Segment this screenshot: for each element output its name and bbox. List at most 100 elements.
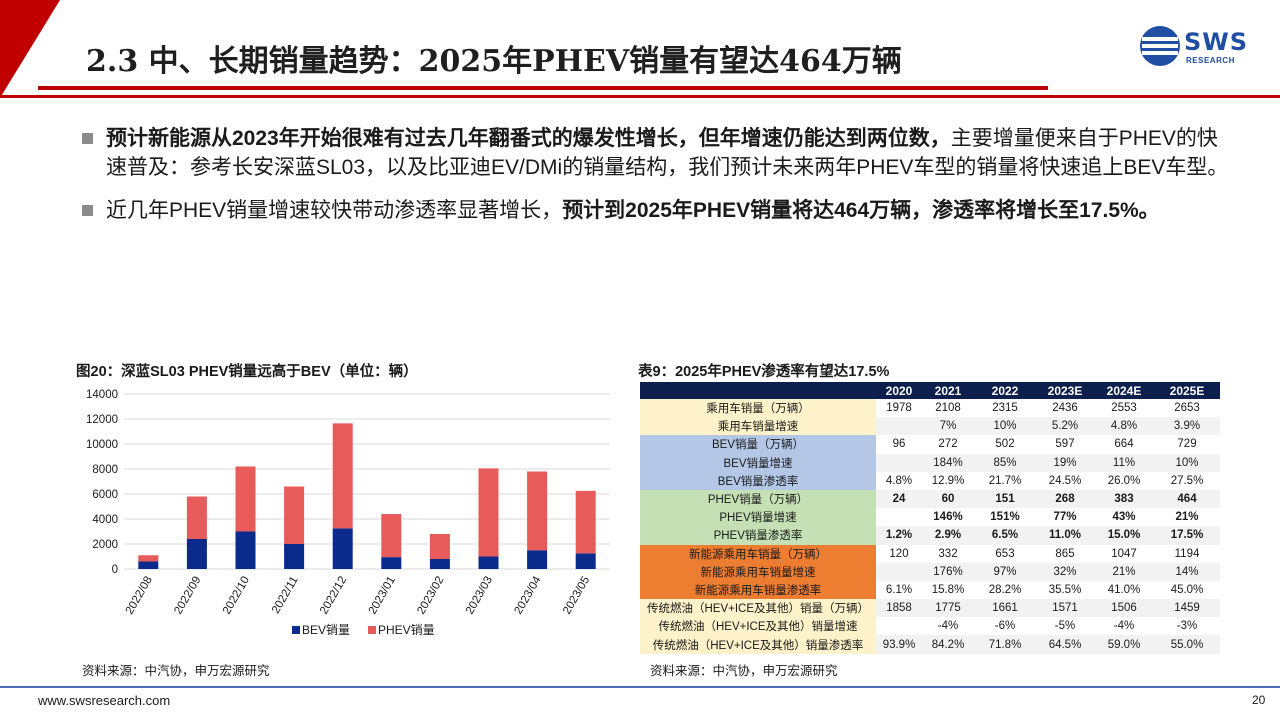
row-label: 传统燃油（HEV+ICE及其他）销量渗透率 — [640, 635, 876, 654]
bar-phev — [284, 486, 305, 544]
legend-swatch — [368, 626, 376, 634]
table-cell: 96 — [892, 438, 906, 451]
table-cell: -3% — [1176, 620, 1198, 633]
row-label: 新能源乘用车销量渗透率 — [640, 580, 876, 600]
header-cell-label — [640, 382, 876, 399]
bar-bev — [381, 557, 402, 569]
table-row: 乘用车销量（万辆） 1978 2108 2315 2436 2553 2653 — [640, 399, 1220, 418]
table-cell: 464 — [1154, 489, 1220, 509]
page-number: 20 — [1252, 693, 1266, 707]
x-tick-label: 2022/08 — [124, 575, 155, 617]
table-cell — [876, 562, 922, 581]
row-label: PHEV销量（万辆） — [640, 489, 876, 509]
table-cell: 865 — [1055, 547, 1075, 560]
table-cell: 1775 — [922, 599, 974, 618]
table-cell: 26.0% — [1107, 474, 1141, 487]
table-cell: 4.8% — [1094, 417, 1154, 436]
table-cell: -6% — [994, 620, 1016, 633]
sws-logo: SWS RESEARCH — [1138, 24, 1258, 72]
x-tick-label: 2023/04 — [513, 574, 544, 617]
y-tick-label: 14000 — [86, 389, 118, 401]
table-cell: 1194 — [1174, 547, 1200, 560]
table-row: BEV销量（万辆） 96 272 502 597 664 729 — [640, 435, 1220, 454]
table-cell: 2315 — [992, 402, 1018, 415]
row-label: 乘用车销量增速 — [640, 417, 876, 436]
table-cell: 32% — [1036, 562, 1094, 581]
table-row: PHEV销量渗透率 1.2% 2.9% 6.5% 11.0% 15.0% 17.5% — [640, 526, 1220, 545]
penetration-table: 2020 2021 2022 2023E 2024E 2025E 乘用车销量（万辆） 197… — [640, 382, 1220, 654]
table-cell: 11% — [1094, 453, 1154, 472]
table-cell — [876, 617, 922, 635]
table-cell: 17.5% — [1154, 526, 1220, 545]
table-cell: 1661 — [974, 599, 1036, 618]
table-row: 新能源乘用车销量渗透率 6.1% 15.8% 28.2% 35.5% 41.0% 45.0% — [640, 580, 1220, 600]
table-cell: 729 — [1177, 438, 1197, 451]
y-tick-label: 12000 — [86, 414, 118, 426]
table-cell: 84.2% — [922, 635, 974, 654]
row-label: BEV销量（万辆） — [640, 435, 876, 454]
legend-label: PHEV销量 — [378, 623, 435, 637]
legend-label: BEV销量 — [302, 623, 350, 637]
bar-bev — [332, 528, 353, 569]
title-frame — [38, 28, 1048, 90]
bar-bev — [235, 531, 256, 569]
bullet-bold-text: 预计新能源从2023年开始很难有过去几年翻番式的爆发性增长，但年增速仍能达到两位… — [106, 127, 951, 150]
legend-swatch — [292, 626, 300, 634]
square-bullet-icon — [82, 205, 93, 216]
bullet-item: 预计新能源从2023年开始很难有过去几年翻番式的爆发性增长，但年增速仍能达到两位… — [82, 124, 1232, 182]
y-tick-label: 0 — [112, 564, 118, 576]
x-tick-label: 2022/09 — [172, 575, 203, 617]
header-cell-year: 2020 — [876, 382, 922, 399]
table-cell: 35.5% — [1048, 583, 1082, 596]
x-tick-label: 2023/01 — [367, 575, 398, 617]
y-tick-label: 2000 — [92, 539, 118, 551]
table-cell: 146% — [933, 511, 963, 524]
header-decoration — [0, 0, 60, 98]
table-row: 传统燃油（HEV+ICE及其他）销量渗透率 93.9% 84.2% 71.8% 64.5… — [640, 635, 1220, 654]
table-cell: 1459 — [1154, 599, 1220, 618]
table-row: BEV销量增速 184% 85% 19% 11% 10% — [640, 453, 1220, 472]
bar-phev — [138, 555, 159, 562]
bullet-text: 近几年PHEV销量增速较快带动渗透率显著增长， — [106, 199, 563, 222]
table-source: 资料来源：中汽协，申万宏源研究 — [650, 664, 838, 678]
table-cell: 1978 — [886, 402, 912, 415]
table-cell: 1858 — [876, 599, 922, 618]
table-cell: 85% — [974, 453, 1036, 472]
x-tick-label: 2023/05 — [561, 575, 592, 617]
row-label: BEV销量渗透率 — [640, 471, 876, 490]
header-cell-year: 2022 — [974, 382, 1036, 399]
table-cell: 653 — [995, 547, 1015, 560]
table-cell: 332 — [938, 547, 958, 560]
bar-bev — [478, 556, 499, 569]
table-cell: 1506 — [1094, 599, 1154, 618]
header-cell-year: 2023E — [1036, 382, 1094, 399]
table-cell: 97% — [974, 562, 1036, 581]
header: 2.3 中、长期销量趋势：2025年PHEV销量有望达464万辆 SWS RES… — [0, 0, 1280, 98]
footer-url[interactable]: www.swsresearch.com — [38, 693, 171, 708]
row-label: BEV销量增速 — [640, 453, 876, 472]
x-tick-label: 2022/10 — [221, 575, 252, 617]
logo-mark-icon — [1140, 26, 1180, 66]
bullet-bold-text: 预计到2025年PHEV销量将达464万辆，渗透率将增长至17.5%。 — [562, 199, 1160, 222]
figure-title: 图20：深蓝SL03 PHEV销量远高于BEV（单位：辆） — [76, 364, 418, 380]
table-title: 表9：2025年PHEV渗透率有望达17.5% — [638, 364, 890, 380]
table-cell: 14% — [1154, 562, 1220, 581]
logo-text: SWS — [1184, 28, 1249, 56]
table-cell: 4.8% — [885, 474, 913, 487]
table-cell: 19% — [1036, 453, 1094, 472]
row-label: 新能源乘用车销量（万辆） — [640, 544, 876, 563]
table-cell: 2553 — [1111, 402, 1137, 415]
logo-subtext: RESEARCH — [1186, 56, 1235, 65]
bar-bev — [575, 553, 596, 569]
table-cell: 502 — [995, 438, 1015, 451]
table-cell: 597 — [1055, 438, 1075, 451]
table-cell: 5.2% — [1036, 417, 1094, 436]
table-cell: 2.9% — [922, 526, 974, 545]
table-cell: 60 — [922, 489, 974, 509]
y-tick-label: 4000 — [92, 514, 118, 526]
table-cell: 2436 — [1052, 402, 1078, 415]
x-tick-label: 2022/12 — [318, 575, 349, 617]
table-row: PHEV销量（万辆） 24 60 151 268 383 464 — [640, 489, 1220, 509]
table-cell: 6.5% — [974, 526, 1036, 545]
table-cell: 28.2% — [988, 583, 1022, 596]
